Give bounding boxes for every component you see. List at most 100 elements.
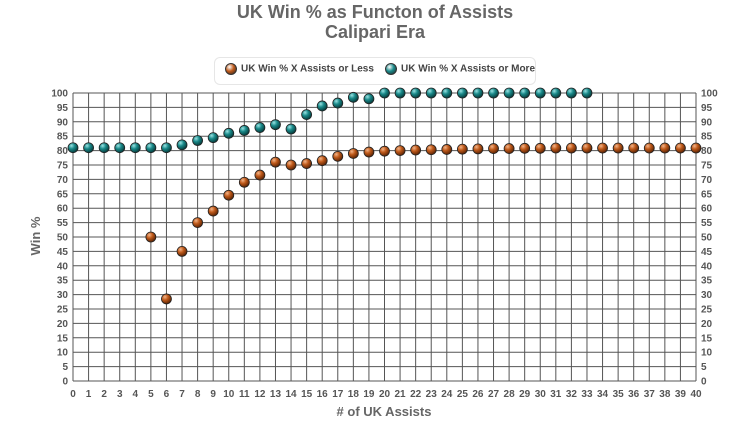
chart-legend: UK Win % X Assists or Less UK Win % X As…: [214, 57, 536, 85]
y-tick-label-left: 15: [57, 333, 69, 344]
point-assists-or-less: [192, 217, 204, 229]
x-tick-label: 28: [504, 389, 516, 400]
point-assists-or-less: [145, 231, 157, 243]
y-tick-label-left: 10: [57, 348, 69, 359]
x-axis-label: # of UK Assists: [337, 404, 432, 419]
y-tick-label-left: 55: [57, 218, 69, 229]
point-assists-or-more: [410, 87, 422, 99]
point-assists-or-less: [456, 143, 468, 155]
y-tick-label-right: 10: [701, 348, 713, 359]
point-assists-or-more: [98, 142, 110, 154]
y-axis-label: Win %: [28, 216, 43, 255]
x-tick-label: 14: [285, 389, 297, 400]
x-tick-label: 9: [210, 389, 216, 400]
point-assists-or-less: [316, 155, 328, 167]
point-assists-or-more: [488, 87, 499, 99]
point-assists-or-less: [394, 145, 406, 157]
point-assists-or-more: [83, 142, 94, 154]
point-assists-or-more: [67, 142, 79, 154]
point-assists-or-more: [456, 87, 468, 99]
x-tick-label: 4: [133, 389, 139, 400]
x-tick-label: 19: [363, 389, 375, 400]
y-tick-label-left: 30: [57, 290, 69, 301]
point-assists-or-more: [176, 139, 188, 151]
point-assists-or-more: [550, 87, 562, 99]
x-tick-label: 16: [317, 389, 329, 400]
legend-item-assists-or-less[interactable]: UK Win % X Assists or Less: [225, 63, 374, 75]
point-assists-or-more: [270, 119, 281, 131]
x-tick-label: 27: [488, 389, 500, 400]
x-tick-label: 25: [457, 389, 469, 400]
point-assists-or-more: [192, 135, 204, 146]
point-assists-or-less: [238, 176, 250, 188]
x-tick-label: 23: [426, 389, 438, 400]
y-tick-label-right: 55: [701, 218, 713, 229]
y-tick-label-left: 45: [57, 247, 69, 258]
y-tick-label-left: 65: [57, 189, 69, 200]
point-assists-or-less: [207, 205, 219, 217]
y-tick-label-right: 65: [701, 189, 713, 200]
point-assists-or-less: [270, 156, 281, 168]
point-assists-or-more: [316, 100, 328, 112]
legend-item-assists-or-more[interactable]: UK Win % X Assists or More: [385, 63, 535, 75]
point-assists-or-less: [659, 142, 671, 154]
y-tick-label-right: 80: [701, 146, 713, 157]
point-assists-or-more: [223, 127, 235, 139]
point-assists-or-more: [581, 87, 593, 99]
point-assists-or-less: [643, 142, 655, 154]
y-tick-label-right: 45: [701, 247, 713, 258]
point-assists-or-less: [161, 293, 172, 305]
x-tick-label: 36: [628, 389, 640, 400]
point-assists-or-less: [612, 142, 624, 154]
x-tick-label: 18: [348, 389, 360, 400]
point-assists-or-more: [394, 87, 406, 99]
legend-marker-icon: [225, 63, 237, 75]
point-assists-or-less: [425, 144, 437, 156]
chart-subtitle: Calipari Era: [324, 22, 426, 42]
point-assists-or-less: [534, 142, 546, 154]
y-tick-label-right: 100: [701, 89, 718, 100]
legend-marker-icon: [385, 63, 397, 75]
x-tick-label: 13: [270, 389, 282, 400]
y-tick-label-left: 5: [62, 362, 68, 373]
point-assists-or-less: [566, 142, 577, 154]
point-assists-or-less: [488, 143, 499, 154]
x-tick-label: 11: [239, 389, 250, 400]
y-tick-label-right: 25: [701, 305, 713, 316]
y-tick-label-left: 85: [57, 132, 69, 143]
y-tick-label-right: 15: [701, 333, 713, 344]
y-tick-label-right: 90: [701, 117, 713, 128]
point-assists-or-more: [503, 87, 515, 99]
legend-label: UK Win % X Assists or More: [401, 63, 536, 75]
point-assists-or-more: [145, 142, 157, 154]
y-tick-label-right: 5: [701, 362, 707, 373]
point-assists-or-less: [301, 158, 313, 169]
y-tick-label-left: 20: [57, 319, 69, 330]
y-tick-label-right: 20: [701, 319, 713, 330]
y-tick-label-left: 40: [57, 261, 69, 272]
x-tick-label: 40: [690, 389, 702, 400]
y-tick-label-right: 60: [701, 204, 713, 215]
point-assists-or-more: [534, 87, 546, 99]
point-assists-or-less: [628, 142, 640, 154]
x-tick-label: 12: [254, 389, 266, 400]
y-tick-label-left: 35: [57, 276, 69, 287]
point-assists-or-more: [519, 87, 531, 99]
point-assists-or-less: [550, 142, 562, 154]
point-assists-or-more: [363, 93, 375, 105]
point-assists-or-more: [114, 142, 126, 154]
x-tick-label: 38: [659, 389, 671, 400]
x-tick-label: 21: [395, 389, 407, 400]
point-assists-or-more: [332, 97, 344, 109]
point-assists-or-less: [347, 148, 359, 159]
y-tick-label-left: 50: [57, 233, 69, 244]
x-tick-label: 24: [441, 389, 453, 400]
point-assists-or-less: [254, 169, 266, 181]
x-tick-label: 32: [566, 389, 578, 400]
y-tick-label-right: 70: [701, 175, 713, 186]
x-tick-label: 33: [581, 389, 593, 400]
x-tick-label: 20: [379, 389, 391, 400]
point-assists-or-more: [254, 122, 266, 133]
point-assists-or-less: [332, 150, 344, 162]
